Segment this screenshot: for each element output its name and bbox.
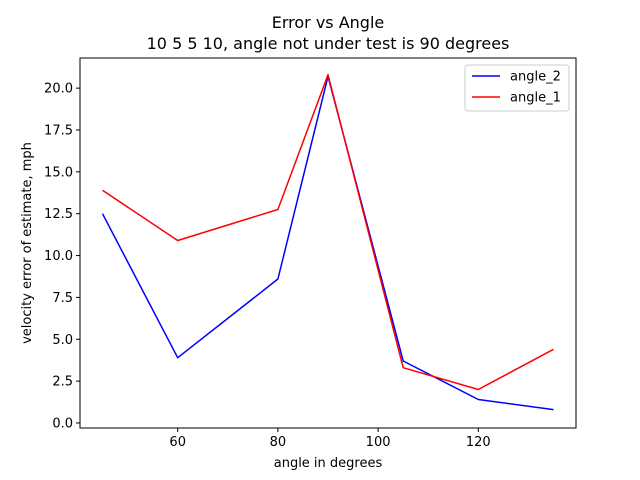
x-axis-ticks: 60 80 100 120: [169, 428, 491, 450]
series-layer: [101, 73, 554, 411]
x-tick-label: 100: [366, 435, 391, 450]
series-line-angle-1: [102, 73, 554, 391]
y-tick-label: 20.0: [44, 82, 73, 97]
y-tick-label: 2.5: [52, 375, 73, 390]
legend-label-angle-2: angle_2: [510, 70, 561, 85]
y-tick-label: 17.5: [44, 123, 73, 138]
y-tick-label: 7.5: [52, 291, 73, 306]
y-tick-label: 10.0: [44, 249, 73, 264]
chart-title: Error vs Angle: [272, 13, 385, 32]
y-tick-label: 12.5: [44, 207, 73, 222]
x-tick-label: 80: [270, 435, 287, 450]
y-axis-ticks: 0.0 2.5 5.0 7.5 10.0 12.5 15.0 17.5 20.0: [44, 82, 80, 431]
x-tick-label: 60: [169, 435, 186, 450]
y-axis-label: velocity error of estimate, mph: [20, 142, 35, 344]
y-tick-label: 0.0: [52, 416, 73, 431]
legend-label-angle-1: angle_1: [510, 91, 561, 106]
plot-frame: [79, 57, 577, 429]
legend: angle_2 angle_1: [464, 64, 570, 112]
chart-subtitle: 10 5 5 10, angle not under test is 90 de…: [147, 34, 510, 53]
y-tick-label: 15.0: [44, 165, 73, 180]
x-tick-label: 120: [466, 435, 491, 450]
y-tick-label: 5.0: [52, 333, 73, 348]
x-axis-label: angle in degrees: [274, 456, 383, 471]
